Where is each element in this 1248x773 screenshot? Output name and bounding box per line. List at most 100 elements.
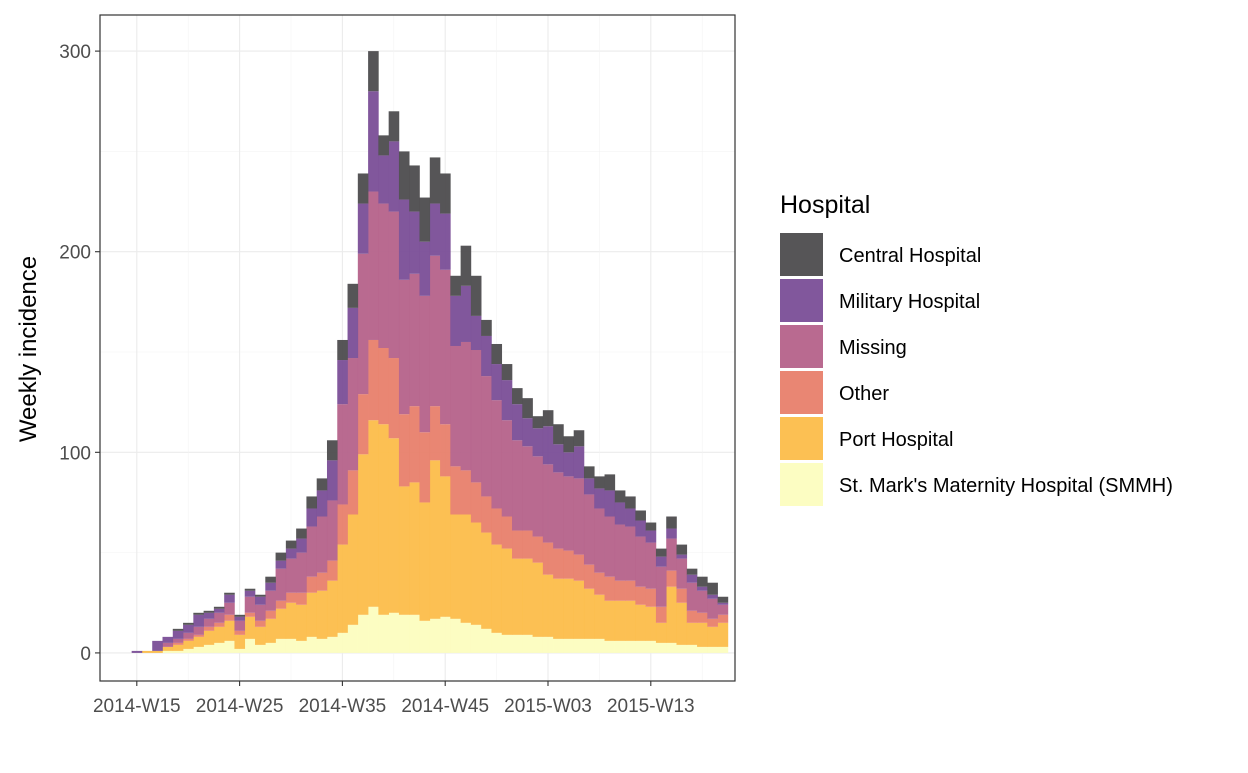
bar-segment: [697, 612, 708, 623]
bar-segment: [542, 426, 554, 465]
bar-segment: [213, 612, 225, 623]
bar-segment: [326, 560, 338, 581]
x-tick-label: 2014-W35: [299, 696, 387, 717]
bar-segment: [491, 364, 503, 401]
bar-segment: [676, 544, 688, 555]
bar-segment: [326, 580, 338, 637]
bar-segment: [224, 614, 235, 621]
bar-segment: [244, 638, 256, 653]
bar-segment: [255, 594, 266, 597]
bar-segment: [193, 614, 204, 627]
series-3: [162, 191, 729, 647]
bar-segment: [491, 400, 503, 509]
x-tick-label: 2014-W25: [196, 696, 284, 717]
bar-segment: [419, 197, 431, 242]
bar-segment: [265, 618, 276, 643]
bar-segment: [388, 111, 400, 142]
y-axis-title: Weekly incidence: [15, 256, 42, 442]
bar-segment: [522, 418, 533, 447]
legend-item: Central Hospital: [780, 233, 981, 276]
bar-segment: [645, 530, 657, 543]
bar-segment: [306, 496, 317, 509]
bar-segment: [460, 470, 472, 515]
bar-segment: [368, 91, 379, 192]
bar-segment: [183, 638, 194, 641]
bar-segment: [326, 500, 338, 561]
bar-segment: [522, 558, 533, 635]
series-4: [131, 91, 729, 653]
bar-segment: [563, 436, 574, 453]
bar-segment: [553, 638, 564, 653]
legend-item: Military Hospital: [780, 279, 980, 322]
legend-item: Missing: [780, 325, 907, 368]
bar-segment: [306, 592, 317, 637]
bar-segment: [378, 424, 389, 615]
y-tick-label: 300: [59, 42, 91, 63]
bar-segment: [481, 496, 492, 533]
bar-segment: [141, 650, 153, 653]
bar-segment: [707, 618, 718, 627]
bar-segment: [460, 622, 472, 653]
bar-segment: [203, 644, 215, 653]
bar-segment: [224, 592, 235, 595]
bar-segment: [152, 650, 163, 653]
bar-segment: [440, 476, 451, 617]
bar-segment: [604, 474, 616, 491]
bar-segment: [707, 594, 718, 599]
bar-segment: [398, 151, 410, 200]
bar-segment: [532, 416, 544, 429]
bar-segment: [255, 626, 266, 645]
bar-segment: [522, 398, 533, 419]
bar-segment: [573, 478, 585, 555]
bar-segment: [594, 476, 605, 489]
bar-segment: [357, 173, 369, 204]
bar-segment: [532, 562, 544, 637]
bar-segment: [604, 490, 616, 517]
bar-segment: [429, 406, 441, 461]
bar-segment: [368, 606, 379, 653]
bar-segment: [655, 566, 667, 607]
bar-segment: [429, 460, 441, 619]
bar-segment: [686, 622, 698, 645]
bar-segment: [326, 460, 338, 501]
y-axis: 0 100 200 300: [59, 42, 100, 665]
bar-segment: [501, 516, 513, 549]
bar-segment: [460, 285, 472, 342]
bar-segment: [275, 568, 287, 601]
bar-segment: [594, 594, 605, 639]
bar-segment: [666, 538, 677, 571]
bar-segment: [326, 636, 338, 653]
bar-segment: [450, 345, 461, 467]
legend-item: Other: [780, 371, 889, 414]
bar-segment: [573, 554, 585, 581]
bar-segment: [532, 636, 544, 653]
bar-segment: [368, 51, 379, 92]
bar-segment: [625, 496, 636, 509]
bar-segment: [388, 141, 400, 212]
x-tick-label: 2015-W13: [607, 696, 695, 717]
bar-segment: [172, 644, 184, 651]
bar-segment: [583, 466, 595, 479]
bar-segment: [553, 548, 564, 579]
bar-segment: [553, 444, 564, 473]
bar-segment: [440, 424, 451, 477]
bar-segment: [193, 636, 204, 647]
bar-segment: [419, 241, 431, 296]
y-tick-label: 100: [59, 443, 91, 464]
bar-segment: [542, 542, 554, 575]
bar-segment: [183, 624, 194, 633]
bar-segment: [162, 646, 174, 651]
bar-segment: [635, 520, 646, 537]
bar-segment: [224, 602, 235, 615]
bar-segment: [183, 622, 194, 625]
legend-title: Hospital: [780, 191, 870, 219]
bar-segment: [429, 618, 441, 653]
bar-segment: [542, 574, 554, 637]
bar-segment: [162, 636, 174, 643]
bar-segment: [655, 556, 667, 567]
bar-segment: [296, 528, 307, 539]
bar-segment: [378, 348, 389, 425]
bar-segment: [583, 478, 595, 495]
bar-segment: [337, 339, 348, 361]
bar-segment: [614, 580, 626, 601]
